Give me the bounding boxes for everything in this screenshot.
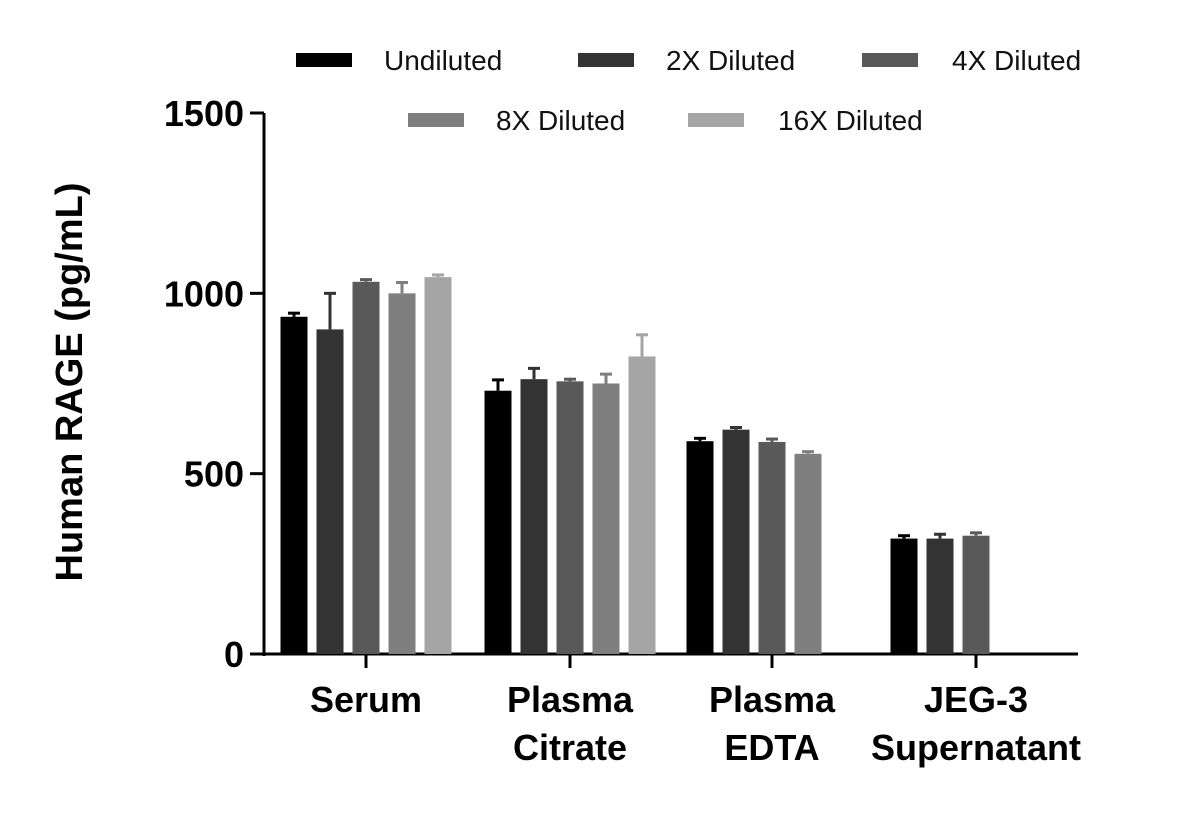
x-category-label: Plasma EDTA bbox=[709, 679, 836, 768]
x-category-label-line: EDTA bbox=[724, 727, 819, 768]
legend-item: 4X Diluted bbox=[862, 45, 1081, 76]
bar bbox=[926, 538, 954, 654]
bar bbox=[890, 538, 918, 654]
bar bbox=[686, 441, 714, 654]
legend-swatch bbox=[688, 113, 744, 127]
bar bbox=[424, 277, 452, 654]
legend-label: 4X Diluted bbox=[952, 45, 1081, 76]
x-category-label-line: Plasma bbox=[709, 679, 836, 720]
legend-swatch bbox=[408, 113, 464, 127]
x-category-label-line: Serum bbox=[310, 679, 422, 720]
legend-swatch bbox=[862, 53, 918, 67]
legend-label: 8X Diluted bbox=[496, 105, 625, 136]
x-category-label: JEG-3 Supernatant bbox=[871, 679, 1081, 768]
y-tick-label: 500 bbox=[184, 454, 244, 495]
y-tick-label: 0 bbox=[224, 634, 244, 675]
bar bbox=[722, 429, 750, 654]
legend-swatch bbox=[578, 53, 634, 67]
x-category-label-line: Citrate bbox=[513, 727, 627, 768]
legend-item: Undiluted bbox=[296, 45, 502, 76]
bars bbox=[280, 273, 990, 654]
bar bbox=[388, 293, 416, 654]
y-tick-label: 1500 bbox=[164, 93, 244, 134]
legend-label: 2X Diluted bbox=[666, 45, 795, 76]
legend-swatch bbox=[296, 53, 352, 67]
bar bbox=[316, 329, 344, 654]
bar bbox=[352, 281, 380, 654]
bar bbox=[758, 441, 786, 654]
y-axis-title: Human RAGE (pg/mL) bbox=[49, 183, 91, 582]
bar bbox=[556, 381, 584, 654]
legend-item: 16X Diluted bbox=[688, 105, 923, 136]
y-axis: 0 500 1000 1500 bbox=[164, 93, 266, 675]
bar bbox=[628, 356, 656, 654]
legend-label: Undiluted bbox=[384, 45, 502, 76]
y-tick-label: 1000 bbox=[164, 273, 244, 314]
x-axis: Serum Plasma Citrate Plasma EDTA JEG-3 Superna… bbox=[262, 652, 1081, 768]
x-category-label-line: JEG-3 bbox=[924, 679, 1028, 720]
legend: Undiluted 2X Diluted 4X Diluted 8X Diluted 1… bbox=[296, 45, 1081, 136]
x-category-label: Serum bbox=[310, 679, 422, 720]
legend-item: 8X Diluted bbox=[408, 105, 625, 136]
bar bbox=[484, 390, 512, 654]
bar bbox=[962, 535, 990, 654]
bar bbox=[520, 379, 548, 654]
bar bbox=[794, 453, 822, 654]
x-category-label: Plasma Citrate bbox=[507, 679, 634, 768]
legend-item: 2X Diluted bbox=[578, 45, 795, 76]
legend-label: 16X Diluted bbox=[778, 105, 923, 136]
bar bbox=[280, 316, 308, 654]
x-category-label-line: Supernatant bbox=[871, 727, 1081, 768]
bar bbox=[592, 383, 620, 654]
x-category-label-line: Plasma bbox=[507, 679, 634, 720]
